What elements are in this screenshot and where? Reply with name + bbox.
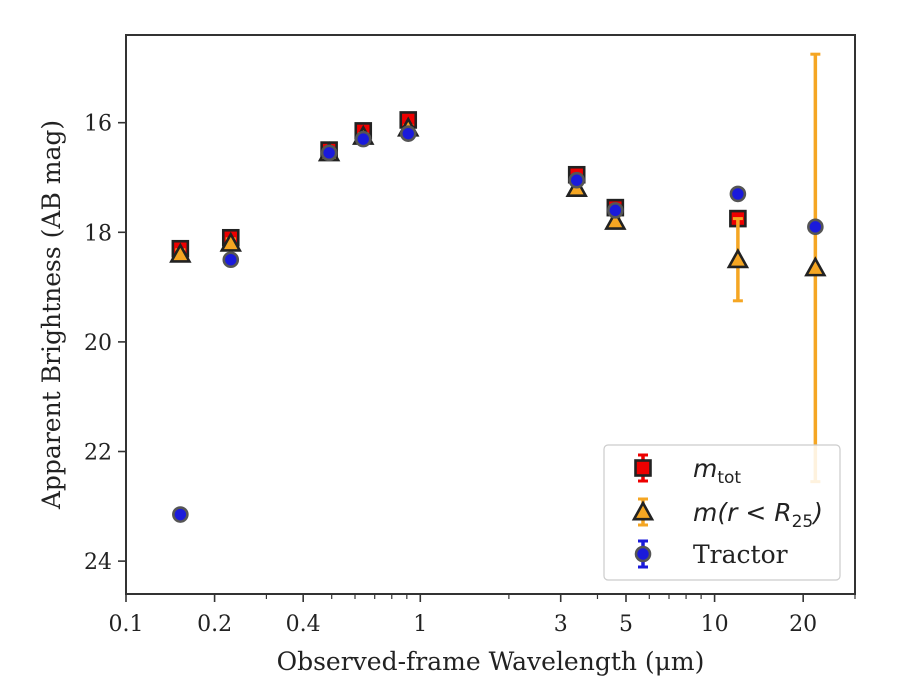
mr25-point (219, 231, 242, 252)
x-tick-label: 1 (413, 612, 427, 637)
tractor-point (354, 130, 372, 148)
tractor-series (172, 125, 824, 523)
tractor-point (222, 251, 240, 268)
tractor-point (172, 506, 189, 523)
legend-mr25-marker (631, 500, 655, 521)
x-tick-label: 0.1 (109, 612, 144, 637)
plot-marks (169, 52, 827, 523)
legend-label-mr25: m(r < R25) (693, 498, 823, 532)
legend-label-mtot: mtot (693, 454, 741, 488)
axis-ticks: 0.1 0.2 0.4 1 3 5 10 20 16 18 20 22 24 (84, 112, 856, 637)
mtot-series (171, 111, 747, 258)
tractor-point (320, 144, 338, 162)
mr25-point (804, 256, 827, 277)
mr25-series (169, 52, 827, 484)
x-tick-label: 3 (554, 612, 568, 637)
y-tick-label: 18 (84, 221, 112, 246)
x-tick-label: 0.2 (197, 612, 232, 637)
tractor-point (807, 218, 824, 236)
plot-frame (125, 34, 856, 595)
tractor-point (607, 202, 624, 219)
y-tick-label: 20 (84, 331, 112, 356)
legend-box (603, 444, 841, 581)
x-tick-label: 0.4 (286, 612, 321, 637)
x-tick-label: 20 (789, 612, 817, 637)
mr25-point (169, 242, 192, 263)
tractor-point (568, 171, 586, 189)
mr25-point (604, 209, 627, 230)
tractor-point (399, 125, 417, 142)
legend-tractor-marker (634, 545, 652, 563)
legend-mtot-marker (634, 459, 652, 477)
x-tick-label: 5 (619, 612, 633, 637)
y-tick-label: 16 (84, 112, 112, 137)
y-tick-label: 24 (84, 550, 112, 575)
tractor-point (729, 185, 747, 203)
x-tick-label: 10 (701, 612, 729, 637)
y-tick-label: 22 (84, 441, 112, 466)
x-axis-label: Observed-frame Wavelength (μm) (277, 647, 705, 676)
mr25-point (726, 248, 750, 269)
legend-label-tractor: Tractor (693, 540, 788, 569)
y-axis-label: Apparent Brightness (AB mag) (37, 120, 66, 510)
legend: mtot m(r < R25) Tractor (603, 444, 841, 581)
